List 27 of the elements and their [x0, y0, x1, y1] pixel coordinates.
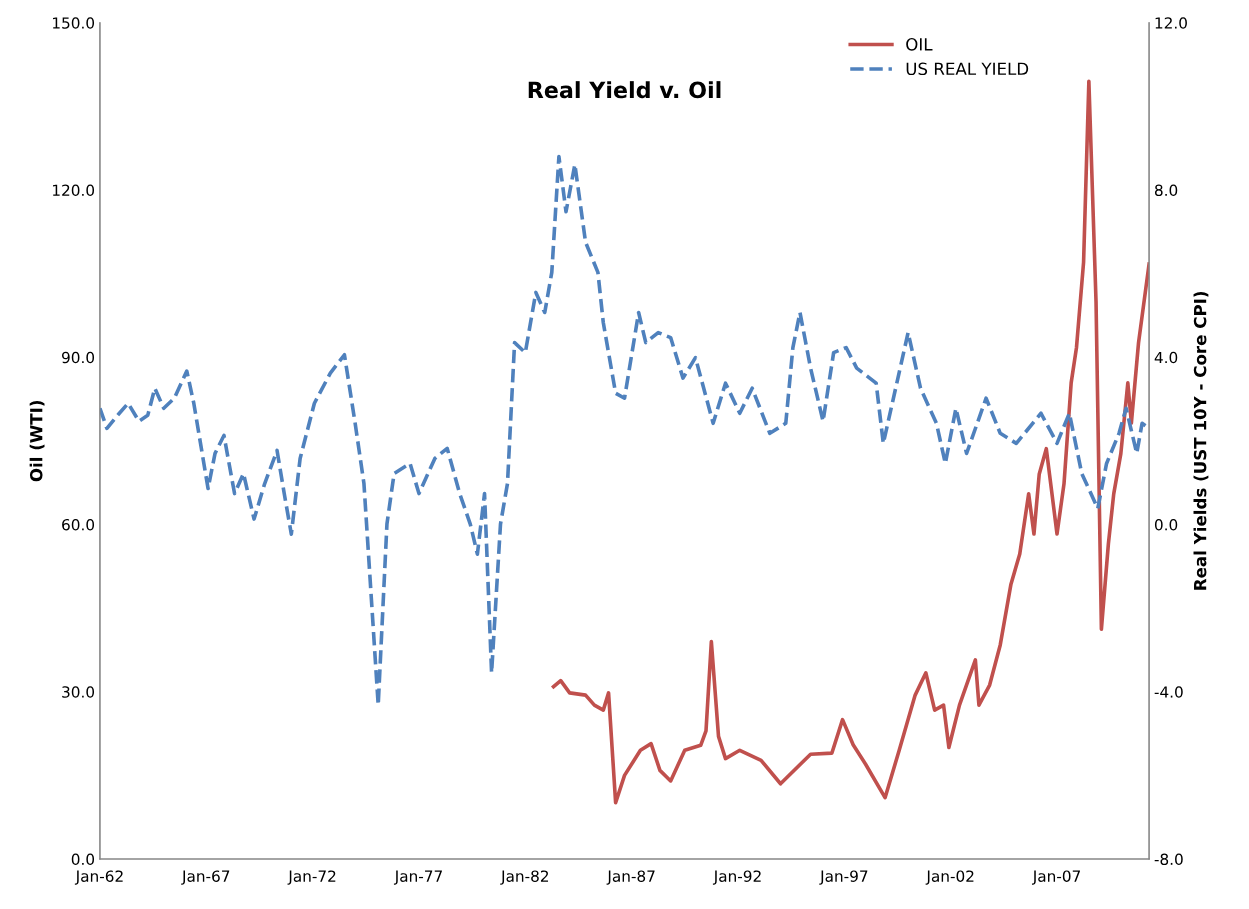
- y2-tick-label: 12.0: [1155, 17, 1187, 29]
- legend-label: US REAL YIELD: [906, 62, 1029, 76]
- y-axis-title: Oil (WTI): [29, 401, 45, 482]
- x-tick-label: Jan-87: [606, 870, 655, 885]
- x-tick-label: Jan-62: [74, 870, 123, 885]
- y-tick-label: 150.0: [53, 17, 95, 29]
- x-tick-label: Jan-67: [181, 870, 230, 885]
- legend-label: OIL: [906, 38, 933, 51]
- y-tick-label: 0.0: [71, 853, 95, 866]
- x-tick-label: Jan-97: [819, 870, 868, 885]
- x-tick-label: Jan-02: [925, 870, 974, 885]
- y2-tick-label: 0.0: [1154, 518, 1178, 531]
- y2-tick-label: 4.0: [1154, 351, 1178, 364]
- x-tick-label: Jan-92: [712, 870, 761, 885]
- y-tick-label: 30.0: [62, 686, 95, 698]
- y2-axis-title: Real Yields (UST 10Y - Core CPI): [1193, 291, 1209, 590]
- x-tick-label: Jan-82: [500, 870, 549, 885]
- y-tick-label: 120.0: [53, 184, 95, 196]
- x-tick-label: Jan-72: [287, 870, 336, 885]
- y2-tick-label: -8.0: [1154, 853, 1183, 866]
- y2-tick-label: -4.0: [1154, 686, 1183, 698]
- x-tick-label: Jan-77: [393, 870, 442, 885]
- y2-tick-label: 8.0: [1154, 184, 1178, 196]
- y-tick-label: 60.0: [62, 518, 95, 531]
- text: Real Yield v. Oil: [528, 81, 721, 99]
- y-tick-label: 90.0: [62, 351, 95, 364]
- x-tick-label: Jan-07: [1031, 870, 1080, 885]
